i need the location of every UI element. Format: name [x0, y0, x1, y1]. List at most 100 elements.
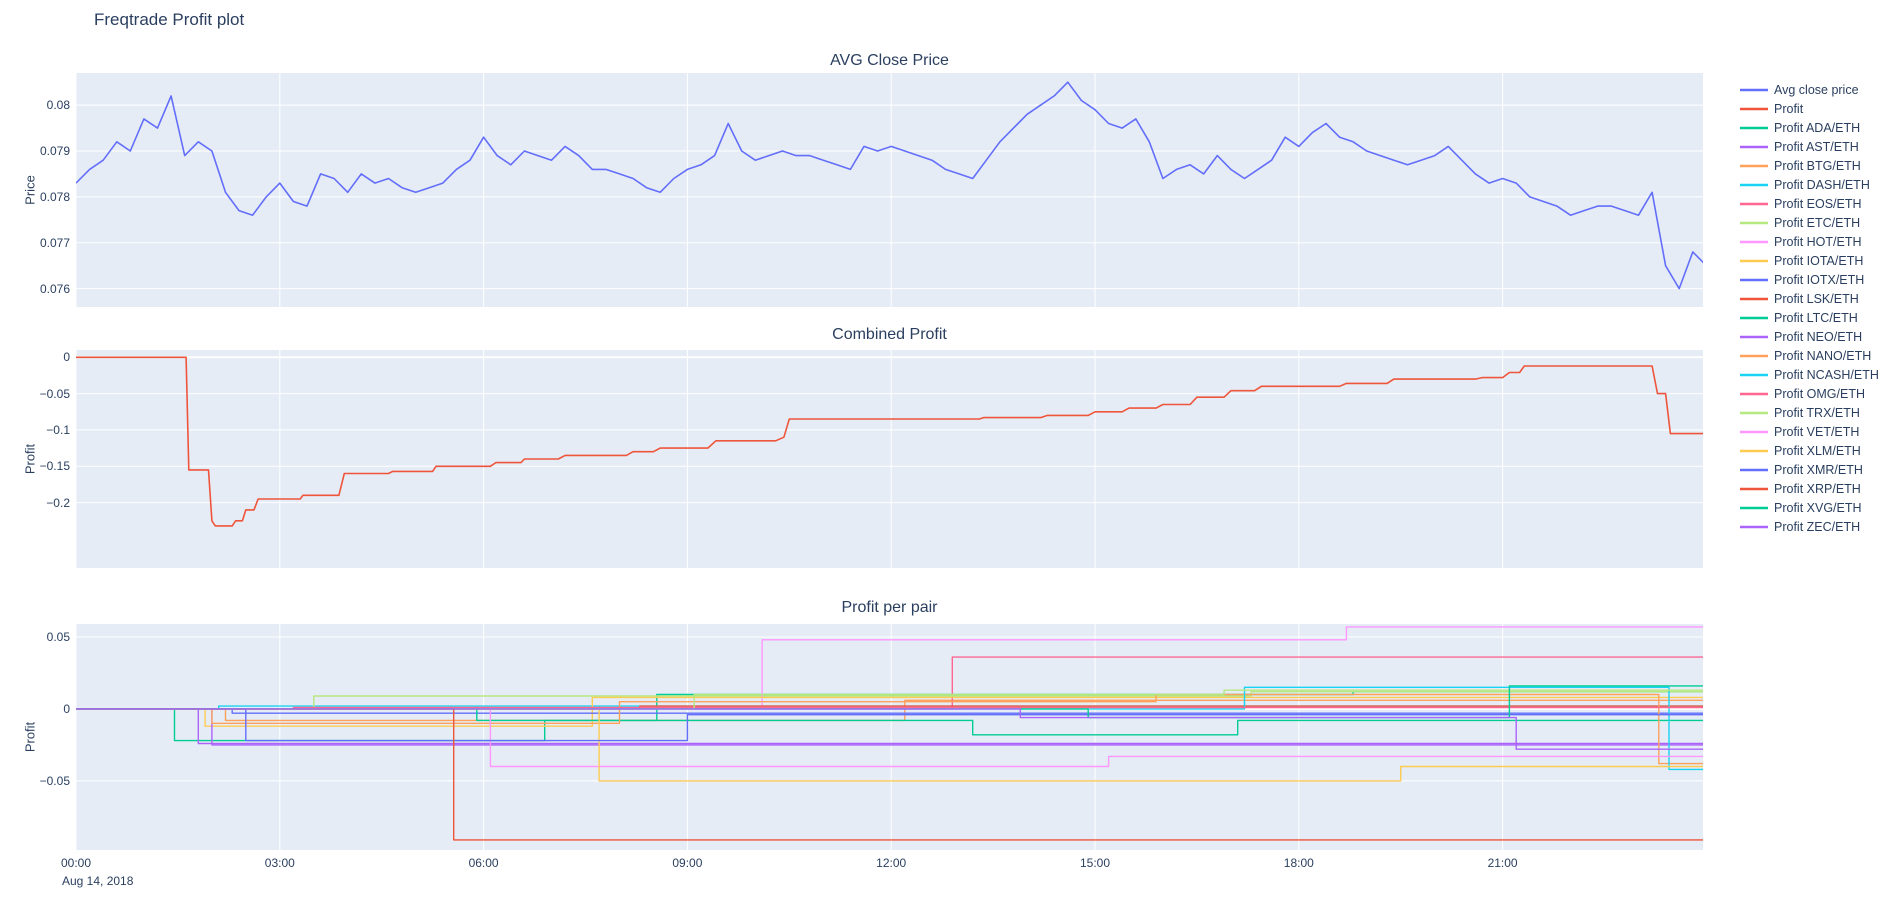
legend-item-profit-ncash-eth[interactable]: Profit NCASH/ETH [1740, 365, 1879, 384]
legend-item-label: Profit XRP/ETH [1774, 481, 1861, 496]
legend-swatch-line [1740, 240, 1768, 243]
x-tick-label: 06:00 [468, 856, 499, 870]
legend-item-profit-trx-eth[interactable]: Profit TRX/ETH [1740, 403, 1879, 422]
legend-swatch-line [1740, 468, 1768, 471]
subplot-title-profit-per-pair: Profit per pair [841, 599, 938, 616]
legend-swatch-line [1740, 335, 1768, 338]
legend-item-avg-close-price[interactable]: Avg close price [1740, 80, 1879, 99]
legend-swatch-line [1740, 183, 1768, 186]
legend-swatch-line [1740, 88, 1768, 91]
plot-area-profit-per-pair[interactable] [76, 624, 1703, 850]
y-tick-label: 0.05 [46, 629, 70, 644]
legend-swatch-line [1740, 506, 1768, 509]
legend-item-label: Profit HOT/ETH [1774, 234, 1862, 249]
legend-item-profit[interactable]: Profit [1740, 99, 1879, 118]
legend-item-label: Profit LTC/ETH [1774, 310, 1858, 325]
y-axis-label-combined-profit: Profit [22, 443, 38, 475]
y-tick-label: −0.05 [39, 386, 70, 401]
y-tick-label: 0.076 [39, 281, 70, 296]
series-profit-nano-eth[interactable] [76, 693, 1703, 765]
legend-item-profit-zec-eth[interactable]: Profit ZEC/ETH [1740, 517, 1879, 536]
legend-item-profit-iota-eth[interactable]: Profit IOTA/ETH [1740, 251, 1879, 270]
series-profit[interactable] [76, 356, 1703, 527]
legend-item-label: Profit ETC/ETH [1774, 215, 1861, 230]
legend-item-label: Profit IOTA/ETH [1774, 253, 1864, 268]
legend-item-label: Profit AST/ETH [1774, 139, 1859, 154]
legend-item-label: Profit [1774, 101, 1804, 116]
y-tick-label: −0.1 [46, 422, 70, 437]
legend-item-profit-dash-eth[interactable]: Profit DASH/ETH [1740, 175, 1879, 194]
legend-swatch-line [1740, 373, 1768, 376]
legend-item-label: Profit NEO/ETH [1774, 329, 1863, 344]
legend-item-profit-xmr-eth[interactable]: Profit XMR/ETH [1740, 460, 1879, 479]
legend-item-profit-ada-eth[interactable]: Profit ADA/ETH [1740, 118, 1879, 137]
subplot-title-combined-profit: Combined Profit [832, 326, 947, 343]
subplot-title-avg-close-price: AVG Close Price [830, 52, 949, 69]
legend-swatch-line [1740, 430, 1768, 433]
y-tick-label: 0 [63, 350, 70, 365]
legend-swatch-line [1740, 202, 1768, 205]
legend-swatch-line [1740, 126, 1768, 129]
y-axis-label-price: Price [22, 175, 38, 205]
y-tick-label: −0.15 [39, 459, 70, 474]
legend-item-label: Profit XLM/ETH [1774, 443, 1861, 458]
legend-item-label: Profit XVG/ETH [1774, 500, 1862, 515]
y-tick-label: −0.2 [46, 495, 70, 510]
series-profit-xrp-eth[interactable] [76, 708, 1703, 841]
x-tick-label: 09:00 [672, 856, 703, 870]
legend-item-label: Avg close price [1774, 82, 1859, 97]
legend-item-profit-ast-eth[interactable]: Profit AST/ETH [1740, 137, 1879, 156]
legend-item-profit-hot-eth[interactable]: Profit HOT/ETH [1740, 232, 1879, 251]
legend-swatch-line [1740, 354, 1768, 357]
y-tick-label: 0 [63, 701, 70, 716]
legend-item-profit-iotx-eth[interactable]: Profit IOTX/ETH [1740, 270, 1879, 289]
plot-area-avg-close-price[interactable] [76, 73, 1703, 307]
legend-swatch-line [1740, 316, 1768, 319]
series-profit-ltc-eth[interactable] [76, 708, 1703, 736]
legend-item-label: Profit TRX/ETH [1774, 405, 1860, 420]
legend-item-profit-eos-eth[interactable]: Profit EOS/ETH [1740, 194, 1879, 213]
legend-item-label: Profit NCASH/ETH [1774, 367, 1879, 382]
legend-item-profit-btg-eth[interactable]: Profit BTG/ETH [1740, 156, 1879, 175]
legend-item-profit-neo-eth[interactable]: Profit NEO/ETH [1740, 327, 1879, 346]
plot-area-combined-profit[interactable] [76, 350, 1703, 568]
legend-item-profit-nano-eth[interactable]: Profit NANO/ETH [1740, 346, 1879, 365]
legend-swatch-line [1740, 392, 1768, 395]
page-title: Freqtrade Profit plot [94, 10, 245, 29]
legend: Avg close price Profit Profit ADA/ETH Profi… [1740, 80, 1879, 536]
legend-item-profit-lsk-eth[interactable]: Profit LSK/ETH [1740, 289, 1879, 308]
y-tick-label: 0.08 [46, 98, 70, 113]
legend-swatch-line [1740, 164, 1768, 167]
legend-item-profit-xlm-eth[interactable]: Profit XLM/ETH [1740, 441, 1879, 460]
legend-item-label: Profit ADA/ETH [1774, 120, 1861, 135]
series-avg-close-price[interactable] [76, 81, 1703, 290]
legend-item-label: Profit EOS/ETH [1774, 196, 1862, 211]
legend-swatch-line [1740, 259, 1768, 262]
legend-swatch-line [1740, 278, 1768, 281]
legend-item-profit-xvg-eth[interactable]: Profit XVG/ETH [1740, 498, 1879, 517]
legend-swatch-line [1740, 107, 1768, 110]
legend-swatch-line [1740, 297, 1768, 300]
x-axis-date-label: Aug 14, 2018 [62, 874, 134, 888]
y-tick-label: 0.077 [39, 235, 70, 250]
legend-item-profit-omg-eth[interactable]: Profit OMG/ETH [1740, 384, 1879, 403]
legend-item-label: Profit VET/ETH [1774, 424, 1860, 439]
legend-item-label: Profit ZEC/ETH [1774, 519, 1861, 534]
legend-item-label: Profit BTG/ETH [1774, 158, 1861, 173]
x-tick-label: 18:00 [1283, 856, 1314, 870]
y-tick-label: −0.05 [39, 773, 70, 788]
legend-swatch-line [1740, 411, 1768, 414]
x-tick-label: 15:00 [1079, 856, 1110, 870]
legend-item-profit-vet-eth[interactable]: Profit VET/ETH [1740, 422, 1879, 441]
x-tick-label: 00:00 [60, 856, 92, 870]
legend-item-label: Profit LSK/ETH [1774, 291, 1859, 306]
series-profit-zec-eth[interactable] [76, 708, 1703, 750]
legend-item-label: Profit NANO/ETH [1774, 348, 1872, 363]
legend-item-label: Profit DASH/ETH [1774, 177, 1870, 192]
legend-item-profit-xrp-eth[interactable]: Profit XRP/ETH [1740, 479, 1879, 498]
legend-item-profit-ltc-eth[interactable]: Profit LTC/ETH [1740, 308, 1879, 327]
legend-swatch-line [1740, 449, 1768, 452]
legend-item-profit-etc-eth[interactable]: Profit ETC/ETH [1740, 213, 1879, 232]
series-profit-ada-eth[interactable] [76, 691, 1703, 742]
